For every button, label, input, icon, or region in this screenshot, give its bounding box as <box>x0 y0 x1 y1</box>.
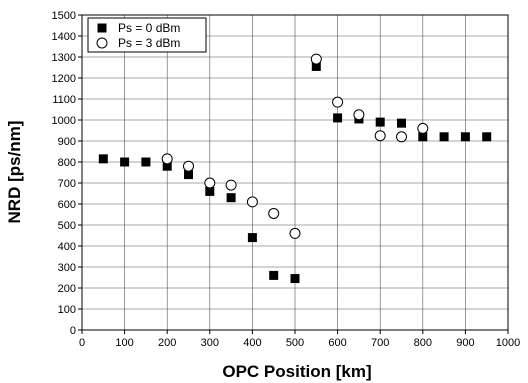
legend-label-1: Ps = 3 dBm <box>118 36 180 50</box>
square-point-s0-9 <box>291 274 300 283</box>
circle-point-s1-0 <box>162 154 172 164</box>
y-tick-label: 100 <box>58 304 76 316</box>
y-axis-title: NRD [ps/nm] <box>5 121 24 224</box>
square-point-s0-16 <box>440 132 449 141</box>
y-tick-label: 0 <box>70 325 76 337</box>
circle-point-s1-12 <box>418 123 428 133</box>
x-tick-label: 700 <box>371 337 389 349</box>
x-tick-label: 300 <box>201 337 219 349</box>
y-tick-label: 1400 <box>52 31 76 43</box>
circle-point-s1-5 <box>269 208 279 218</box>
circle-point-s1-9 <box>354 110 364 120</box>
y-tick-label: 1300 <box>52 52 76 64</box>
x-axis-title: OPC Position [km] <box>222 362 371 381</box>
circle-point-s1-3 <box>226 180 236 190</box>
square-point-s0-8 <box>269 271 278 280</box>
y-axis: 0 100 200 300 400 500 600 700 800 900 1000 1100 1200… <box>52 10 82 337</box>
x-tick-label: 100 <box>115 337 133 349</box>
square-point-s0-11 <box>333 113 342 122</box>
x-tick-label: 600 <box>328 337 346 349</box>
y-tick-label: 300 <box>58 262 76 274</box>
x-tick-label: 800 <box>414 337 432 349</box>
circle-point-s1-2 <box>205 178 215 188</box>
y-tick-label: 1000 <box>52 115 76 127</box>
x-tick-label: 1000 <box>496 337 520 349</box>
y-tick-label: 200 <box>58 283 76 295</box>
y-tick-label: 900 <box>58 136 76 148</box>
y-tick-label: 500 <box>58 220 76 232</box>
circle-point-s1-8 <box>333 97 343 107</box>
y-tick-label: 700 <box>58 178 76 190</box>
legend-marker-0 <box>98 24 107 33</box>
circle-point-s1-1 <box>184 161 194 171</box>
legend-label-0: Ps = 0 dBm <box>118 21 180 35</box>
legend-marker-1 <box>97 38 107 48</box>
circle-point-s1-6 <box>290 228 300 238</box>
x-tick-label: 0 <box>79 337 85 349</box>
square-point-s0-2 <box>141 158 150 167</box>
x-axis: 0 100 200 300 400 500 600 700 800 900 1000 <box>79 330 520 349</box>
square-point-s0-13 <box>376 118 385 127</box>
y-tick-label: 1500 <box>52 10 76 22</box>
x-tick-label: 400 <box>243 337 261 349</box>
y-tick-label: 400 <box>58 241 76 253</box>
square-point-s0-7 <box>248 233 257 242</box>
x-tick-label: 500 <box>286 337 304 349</box>
y-tick-label: 1100 <box>52 94 76 106</box>
y-tick-label: 800 <box>58 157 76 169</box>
square-point-s0-6 <box>227 193 236 202</box>
x-tick-label: 900 <box>456 337 474 349</box>
circle-point-s1-4 <box>247 197 257 207</box>
y-tick-label: 600 <box>58 199 76 211</box>
x-tick-label: 200 <box>158 337 176 349</box>
square-point-s0-1 <box>120 158 129 167</box>
square-point-s0-0 <box>99 154 108 163</box>
y-tick-label: 1200 <box>52 73 76 85</box>
circle-point-s1-7 <box>311 54 321 64</box>
circle-point-s1-10 <box>375 131 385 141</box>
square-point-s0-18 <box>482 132 491 141</box>
square-point-s0-17 <box>461 132 470 141</box>
square-point-s0-14 <box>397 119 406 128</box>
circle-point-s1-11 <box>397 132 407 142</box>
